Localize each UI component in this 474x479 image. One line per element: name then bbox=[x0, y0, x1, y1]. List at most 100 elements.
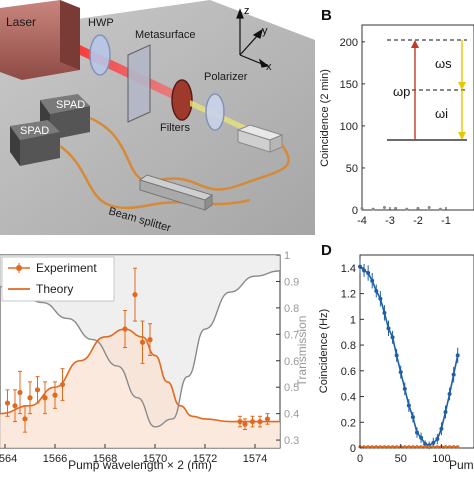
panel-d-letter: D bbox=[321, 242, 332, 259]
chart-d-frame bbox=[359, 254, 474, 449]
experiment-point bbox=[139, 339, 146, 345]
chart-c-ytick-label: 0.7 bbox=[284, 329, 299, 341]
chart-c-ylabel-right: Transmission bbox=[295, 316, 309, 387]
chart-d-point bbox=[415, 430, 419, 435]
chart-d-ytick-label: 0.8 bbox=[341, 340, 356, 352]
chart-d-point bbox=[390, 335, 395, 340]
omega-p-label: ωp bbox=[393, 84, 410, 99]
chart-b-ytick-label: 0 bbox=[352, 205, 358, 217]
chart-b-xtick-label: -2 bbox=[413, 215, 423, 227]
hwp-optic: HWP bbox=[88, 17, 114, 76]
spad-detector-2: SPAD bbox=[10, 120, 60, 166]
experiment-point bbox=[264, 416, 271, 422]
chart-d-baseline-point bbox=[447, 445, 452, 449]
chart-c-legend: Experiment Theory bbox=[1, 256, 115, 302]
chart-d-point bbox=[443, 409, 448, 414]
metasurface-optic: Metasurface bbox=[127, 29, 196, 123]
experiment-point bbox=[122, 326, 128, 332]
chart-d-baseline-point bbox=[419, 445, 423, 449]
chart-d-ytick-label: 0 bbox=[350, 443, 356, 455]
chart-d-ytick-label: 1.4 bbox=[341, 263, 356, 275]
axis-y-label: y bbox=[262, 25, 268, 37]
schematic-figure: Laser HWP Metasurface Filters Polarizer bbox=[0, 0, 315, 235]
chart-d-baseline-point bbox=[403, 445, 407, 449]
metasurface-label: Metasurface bbox=[135, 29, 196, 41]
polarizer-optic: Polarizer bbox=[204, 71, 248, 131]
spad2-label: SPAD bbox=[20, 125, 49, 137]
chart-d-point bbox=[419, 435, 424, 440]
chart-b-point bbox=[371, 207, 375, 211]
chart-d-point bbox=[406, 403, 411, 408]
chart-b-xtick-label: -1 bbox=[441, 215, 451, 227]
chart-b-point bbox=[382, 205, 386, 209]
chart-d-baseline-point bbox=[456, 445, 460, 449]
chart-d-point bbox=[362, 268, 367, 273]
experiment-point bbox=[27, 395, 33, 401]
chart-d-baseline-point bbox=[382, 445, 387, 449]
experiment-point bbox=[242, 421, 248, 427]
panel-a-schematic: Laser HWP Metasurface Filters Polarizer bbox=[0, 0, 315, 235]
chart-d-ylabel: Coincidence (Hz) bbox=[318, 309, 330, 393]
legend-theory: Theory bbox=[36, 282, 73, 296]
chart-d-point bbox=[394, 353, 399, 358]
chart-c-xtick-label: 1570 bbox=[143, 453, 167, 465]
chart-c-ytick-label: 0.4 bbox=[284, 409, 299, 421]
chart-d-point bbox=[423, 442, 428, 447]
experiment-point bbox=[22, 416, 28, 422]
chart-b-ytick-label: 50 bbox=[346, 163, 358, 175]
chart-d-ytick-label: 1 bbox=[350, 314, 356, 326]
transmission-line bbox=[0, 270, 281, 428]
chart-d-baseline-point bbox=[452, 445, 456, 449]
chart-d-svg: D 0 50 100 0 0.2 0.4 0.6 0.8 1 1.2 1.4 Coincidenc… bbox=[318, 242, 474, 472]
chart-c-xtick-label: 1568 bbox=[93, 453, 117, 465]
chart-c-svg: 1564 1566 1568 1570 1572 1574 0.3 0.4 0.5 0.6 0.7… bbox=[0, 250, 309, 472]
chart-d-baseline-point bbox=[395, 445, 399, 449]
fiber-cable bbox=[89, 116, 290, 191]
chart-d-baseline-point bbox=[366, 445, 370, 449]
legend-experiment: Experiment bbox=[36, 261, 97, 275]
chart-c-xtick-label: 1574 bbox=[243, 453, 267, 465]
chart-d-baseline-point bbox=[374, 445, 378, 449]
chart-d-point bbox=[382, 310, 387, 315]
chart-d-point bbox=[447, 391, 452, 396]
panel-d: D 0 50 100 0 0.2 0.4 0.6 0.8 1 1.2 1.4 Coincidenc… bbox=[315, 235, 474, 474]
experiment-point bbox=[34, 387, 41, 393]
coordinate-axes: z y x bbox=[236, 5, 272, 73]
chart-c-ytick-label: 0.5 bbox=[284, 382, 299, 394]
chart-d-baseline-point bbox=[370, 445, 374, 449]
chart-b-point bbox=[438, 207, 442, 211]
chart-b-ytick-label: 150 bbox=[340, 79, 358, 91]
chart-d-point bbox=[439, 426, 444, 431]
energy-diagram-inset: ωp ωs ωi bbox=[387, 39, 467, 141]
chart-c-ytick-label: 0.9 bbox=[284, 276, 299, 288]
axis-z-label: z bbox=[244, 5, 250, 17]
chart-d-point bbox=[398, 370, 403, 375]
experiment-point bbox=[42, 395, 48, 401]
chart-d-point bbox=[374, 289, 379, 294]
experiment-point bbox=[147, 337, 153, 343]
panel-b: B 0 50 100 150 200 -4 -3 -2 -1 Coincidence (2 m… bbox=[315, 0, 474, 235]
filters-label: Filters bbox=[160, 122, 190, 134]
chart-c-ytick-label: 0.6 bbox=[284, 356, 299, 368]
chart-d-ytick-label: 0.2 bbox=[341, 417, 356, 429]
collimator bbox=[236, 124, 284, 153]
chart-b-ytick-label: 100 bbox=[340, 121, 358, 133]
filter-optic: Filters bbox=[160, 79, 193, 134]
chart-d-point bbox=[386, 326, 391, 331]
chart-c-ytick-label: 1 bbox=[284, 250, 290, 262]
experiment-point bbox=[4, 400, 11, 406]
spad1-label: SPAD bbox=[56, 99, 85, 111]
panel-c: 1564 1566 1568 1570 1572 1574 0.3 0.4 0.5 0.6 0.7… bbox=[0, 235, 315, 474]
chart-d-ytick-label: 0.6 bbox=[341, 366, 356, 378]
experiment-point bbox=[12, 403, 18, 409]
chart-b-point bbox=[427, 205, 431, 209]
polarizer-label: Polarizer bbox=[204, 71, 248, 83]
chart-d-baseline-point bbox=[411, 445, 415, 449]
experiment-point bbox=[257, 418, 263, 425]
experiment-point bbox=[17, 389, 23, 396]
panel-b-letter: B bbox=[321, 7, 332, 24]
omega-s-label: ωs bbox=[435, 56, 452, 71]
fiber-cable-2 bbox=[59, 144, 251, 210]
chart-d-baseline-point bbox=[427, 445, 431, 449]
chart-d-point bbox=[451, 372, 456, 377]
